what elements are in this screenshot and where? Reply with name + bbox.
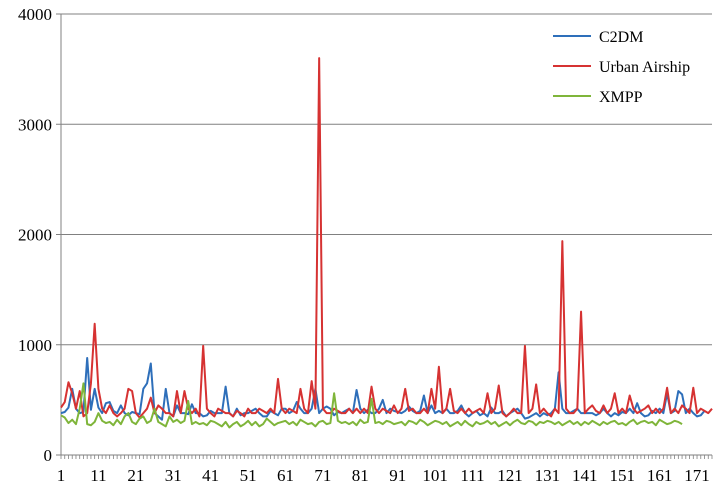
legend-label-xmpp: XMPP bbox=[599, 89, 643, 106]
legend: C2DM Urban Airship XMPP bbox=[553, 29, 690, 106]
y-tick-label-3000: 3000 bbox=[18, 115, 52, 134]
x-tick-label-131: 131 bbox=[535, 466, 561, 485]
y-tick-label-1000: 1000 bbox=[18, 336, 52, 355]
series-line-c2dm bbox=[60, 356, 706, 421]
x-tick-label-1: 1 bbox=[57, 466, 66, 485]
series-line-urban-airship bbox=[60, 57, 713, 419]
x-tick-label-81: 81 bbox=[352, 466, 369, 485]
x-tick-label-41: 41 bbox=[202, 466, 219, 485]
x-tick-label-101: 101 bbox=[422, 466, 448, 485]
series-line-xmpp bbox=[60, 382, 683, 429]
series-lines bbox=[60, 57, 713, 429]
x-axis-ticks: 1 11 21 31 41 51 61 71 81 91 101 111 121 131 141 151 161… bbox=[57, 455, 713, 485]
x-tick-label-171: 171 bbox=[684, 466, 710, 485]
x-tick-label-71: 71 bbox=[314, 466, 331, 485]
x-tick-label-61: 61 bbox=[277, 466, 294, 485]
y-tick-label-0: 0 bbox=[44, 446, 53, 465]
legend-label-c2dm: C2DM bbox=[599, 29, 643, 46]
x-tick-label-11: 11 bbox=[90, 466, 106, 485]
x-tick-label-151: 151 bbox=[609, 466, 635, 485]
x-tick-label-121: 121 bbox=[497, 466, 523, 485]
x-tick-label-31: 31 bbox=[165, 466, 182, 485]
x-tick-label-51: 51 bbox=[240, 466, 257, 485]
gridlines bbox=[61, 13, 712, 346]
x-tick-label-161: 161 bbox=[647, 466, 673, 485]
y-tick-label-2000: 2000 bbox=[18, 226, 52, 245]
x-tick-label-111: 111 bbox=[460, 466, 484, 485]
x-tick-label-91: 91 bbox=[389, 466, 406, 485]
legend-label-urban-airship: Urban Airship bbox=[599, 59, 690, 76]
y-tick-label-4000: 4000 bbox=[18, 5, 52, 24]
x-tick-label-21: 21 bbox=[127, 466, 144, 485]
y-axis-ticks: 0 1000 2000 3000 4000 bbox=[18, 5, 61, 465]
x-tick-label-141: 141 bbox=[572, 466, 598, 485]
